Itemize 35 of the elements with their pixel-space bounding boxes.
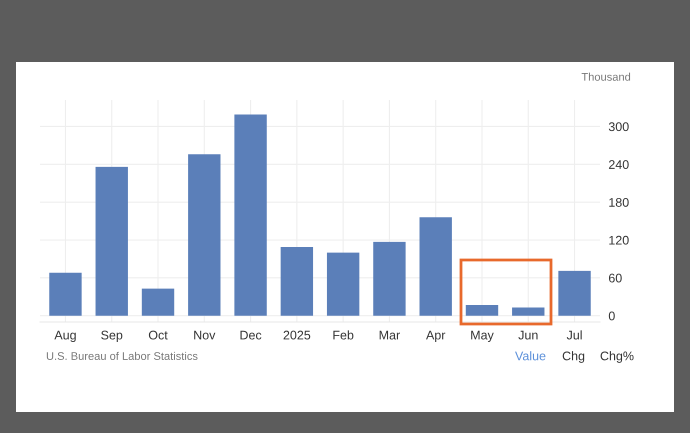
- x-tick-label: Jun: [518, 330, 538, 340]
- bar: [96, 166, 128, 316]
- x-tick-label: May: [471, 330, 494, 342]
- x-tick-label: Dec: [240, 330, 262, 340]
- x-tick-label: 2025: [284, 330, 310, 340]
- text: Chg%: [600, 351, 634, 363]
- y-tick-label: 120: [609, 236, 629, 245]
- bar: [280, 246, 314, 316]
- y-tick-label: 60: [608, 274, 622, 283]
- text: Value: [515, 351, 546, 360]
- y-tick-label: 240: [608, 160, 629, 169]
- bar: [188, 154, 220, 316]
- bar: [234, 114, 267, 316]
- x-tick-label: Feb: [333, 330, 354, 340]
- y-axis-title: Thousand: [582, 72, 630, 81]
- x-tick-label: Sep: [101, 330, 122, 342]
- text: Chg: [562, 351, 584, 363]
- y-tick-label: 0: [608, 311, 615, 320]
- bar: [512, 307, 544, 316]
- bar: [420, 217, 452, 316]
- bar: [326, 252, 360, 316]
- x-tick-label: Jul: [566, 330, 582, 340]
- x-tick-label: Apr: [426, 330, 446, 342]
- bar: [142, 288, 174, 316]
- y-tick-label: 300: [608, 122, 629, 132]
- bar: [558, 270, 591, 316]
- x-tick-label: Aug: [54, 330, 76, 342]
- bar: [49, 272, 82, 316]
- x-tick-label: Mar: [380, 330, 400, 340]
- bar: [466, 304, 498, 316]
- y-tick-label: 180: [609, 198, 629, 207]
- text: U.S. Bureau of Labor Statistics: [46, 352, 198, 360]
- x-tick-label: Oct: [148, 330, 168, 340]
- bar: [373, 242, 406, 316]
- x-tick-label: Nov: [194, 330, 216, 340]
